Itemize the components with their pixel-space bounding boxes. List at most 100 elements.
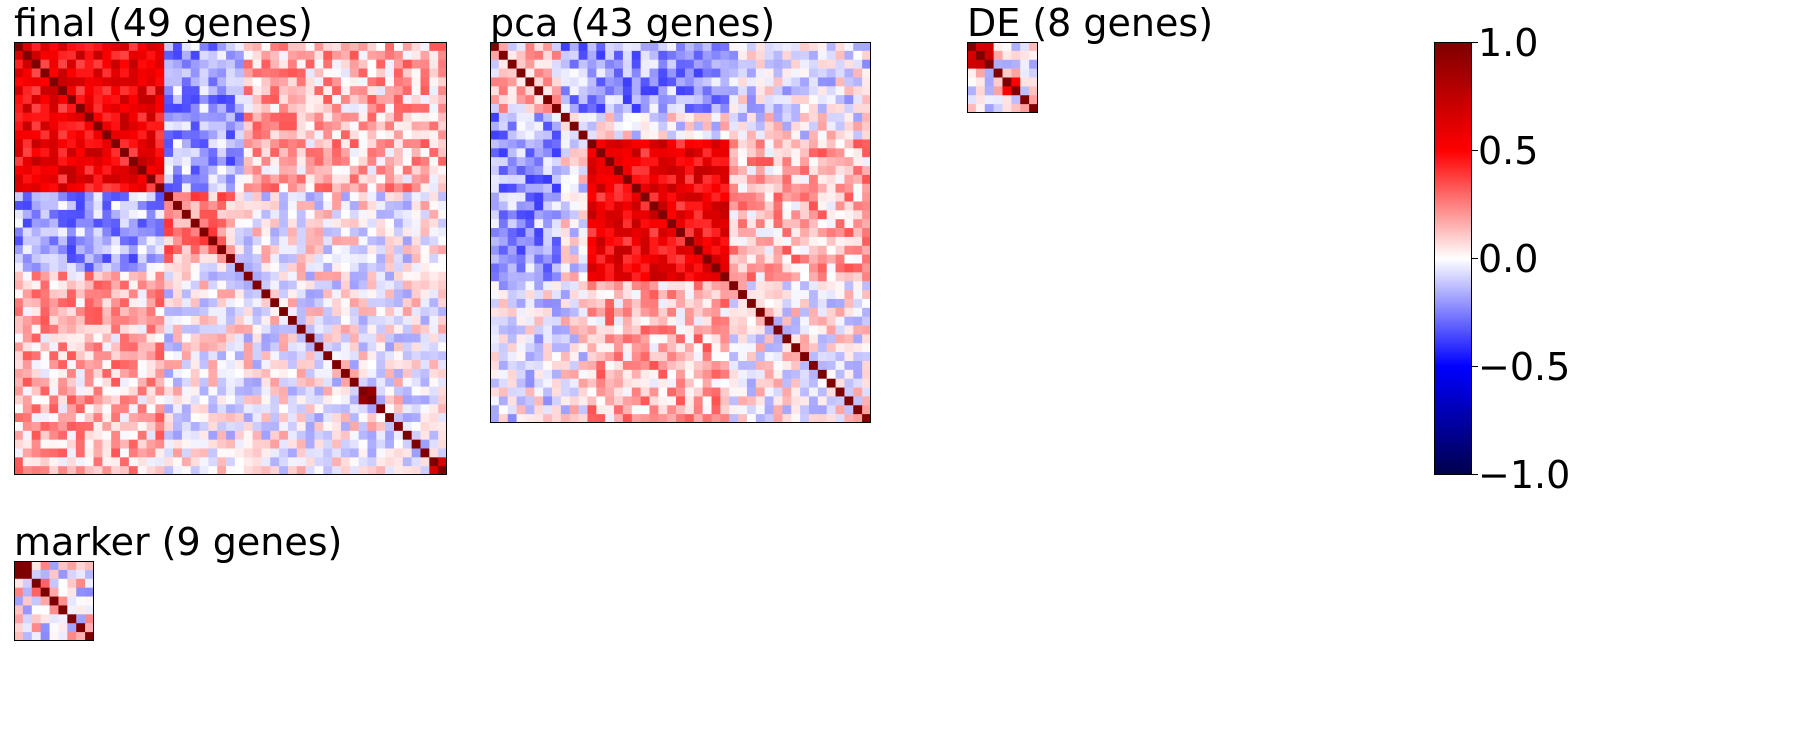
heatmap-cell — [1020, 68, 1030, 78]
heatmap-cell — [76, 623, 86, 633]
heatmap-cell — [622, 183, 633, 193]
heatmap-cell — [102, 68, 112, 78]
heatmap-cell — [22, 360, 33, 370]
heatmap-cell — [640, 59, 650, 69]
heatmap-cell — [1029, 68, 1038, 78]
heatmap-cell — [367, 413, 377, 423]
heatmap-cell — [199, 130, 209, 140]
heatmap-cell — [853, 254, 863, 264]
heatmap-cell — [420, 156, 430, 167]
heatmap-cell — [155, 59, 165, 69]
heatmap-cell — [631, 42, 641, 52]
heatmap-cell — [808, 59, 819, 69]
heatmap-cell — [1002, 59, 1012, 69]
heatmap-cell — [173, 165, 183, 175]
heatmap-cell — [516, 59, 526, 69]
heatmap-cell — [808, 245, 819, 256]
heatmap-cell — [862, 201, 871, 211]
heatmap-cell — [438, 174, 447, 184]
heatmap-cell — [429, 59, 439, 69]
heatmap-cell — [605, 378, 615, 388]
heatmap-cell — [226, 165, 236, 175]
heatmap-cell — [402, 413, 413, 423]
heatmap-cell — [534, 201, 544, 211]
heatmap-cell — [252, 404, 262, 414]
heatmap-cell — [155, 421, 165, 432]
heatmap-cell — [217, 236, 227, 246]
heatmap-cell — [764, 316, 774, 326]
heatmap-cell — [569, 174, 579, 185]
heatmap-cell — [490, 378, 500, 388]
heatmap-cell — [844, 166, 854, 176]
heatmap-cell — [578, 210, 588, 220]
heatmap-cell — [587, 343, 597, 353]
heatmap-cell — [287, 271, 298, 281]
heatmap-cell — [587, 219, 597, 229]
heatmap-cell — [93, 280, 103, 290]
heatmap-cell — [490, 245, 500, 256]
heatmap-cell — [155, 209, 165, 220]
heatmap-cell — [226, 77, 236, 87]
heatmap-cell — [40, 578, 50, 589]
heatmap-cell — [764, 298, 774, 309]
heatmap-cell — [773, 254, 783, 264]
heatmap-cell — [507, 281, 517, 291]
heatmap-cell — [40, 95, 50, 105]
heatmap-cell — [490, 148, 500, 158]
heatmap-cell — [490, 210, 500, 220]
heatmap-cell — [684, 360, 695, 371]
heatmap-cell — [808, 192, 819, 202]
heatmap-cell — [844, 50, 854, 61]
heatmap-cell — [498, 236, 509, 247]
heatmap-cell — [261, 148, 271, 158]
heatmap-cell — [782, 245, 792, 256]
heatmap-cell — [155, 236, 165, 246]
heatmap-cell — [67, 227, 77, 237]
heatmap-cell — [800, 77, 810, 87]
heatmap-cell — [14, 342, 24, 352]
heatmap-cell — [40, 192, 50, 202]
heatmap-cell — [111, 201, 121, 211]
heatmap-cell — [305, 413, 315, 423]
heatmap-cell — [826, 201, 836, 211]
heatmap-cell — [146, 42, 156, 52]
heatmap-cell — [173, 59, 183, 69]
heatmap-cell — [358, 139, 368, 149]
heatmap-cell — [560, 157, 571, 167]
heatmap-cell — [429, 368, 439, 379]
heatmap-cell — [631, 290, 641, 300]
heatmap-cell — [543, 254, 553, 264]
heatmap-cell — [287, 86, 298, 96]
heatmap-cell — [782, 254, 792, 264]
heatmap-cell — [49, 218, 59, 228]
heatmap-cell — [146, 148, 156, 158]
heatmap-cell — [243, 236, 253, 246]
heatmap-cell — [22, 632, 33, 641]
heatmap-cell — [835, 192, 845, 202]
heatmap-cell — [738, 130, 748, 140]
heatmap-cell — [552, 228, 562, 238]
heatmap-cell — [296, 209, 306, 220]
heatmap-cell — [58, 596, 68, 606]
heatmap-cell — [102, 360, 112, 370]
heatmap-cell — [385, 298, 395, 308]
heatmap-cell — [226, 86, 236, 96]
heatmap-cell — [835, 201, 845, 211]
heatmap-cell — [111, 395, 121, 405]
heatmap-cell — [587, 166, 597, 176]
heatmap-cell — [85, 587, 94, 597]
heatmap-cell — [367, 342, 377, 352]
heatmap-cell — [587, 121, 597, 131]
heatmap-cell — [507, 396, 517, 406]
heatmap-cell — [773, 343, 783, 353]
heatmap-cell — [498, 42, 509, 52]
heatmap-cell — [738, 201, 748, 211]
heatmap-cell — [128, 421, 139, 432]
heatmap-cell — [490, 95, 500, 105]
heatmap-cell — [279, 77, 289, 87]
heatmap-cell — [622, 263, 633, 273]
heatmap-cell — [146, 254, 156, 264]
heatmap-cell — [782, 148, 792, 158]
heatmap-cell — [393, 448, 404, 458]
heatmap-cell — [658, 112, 668, 123]
